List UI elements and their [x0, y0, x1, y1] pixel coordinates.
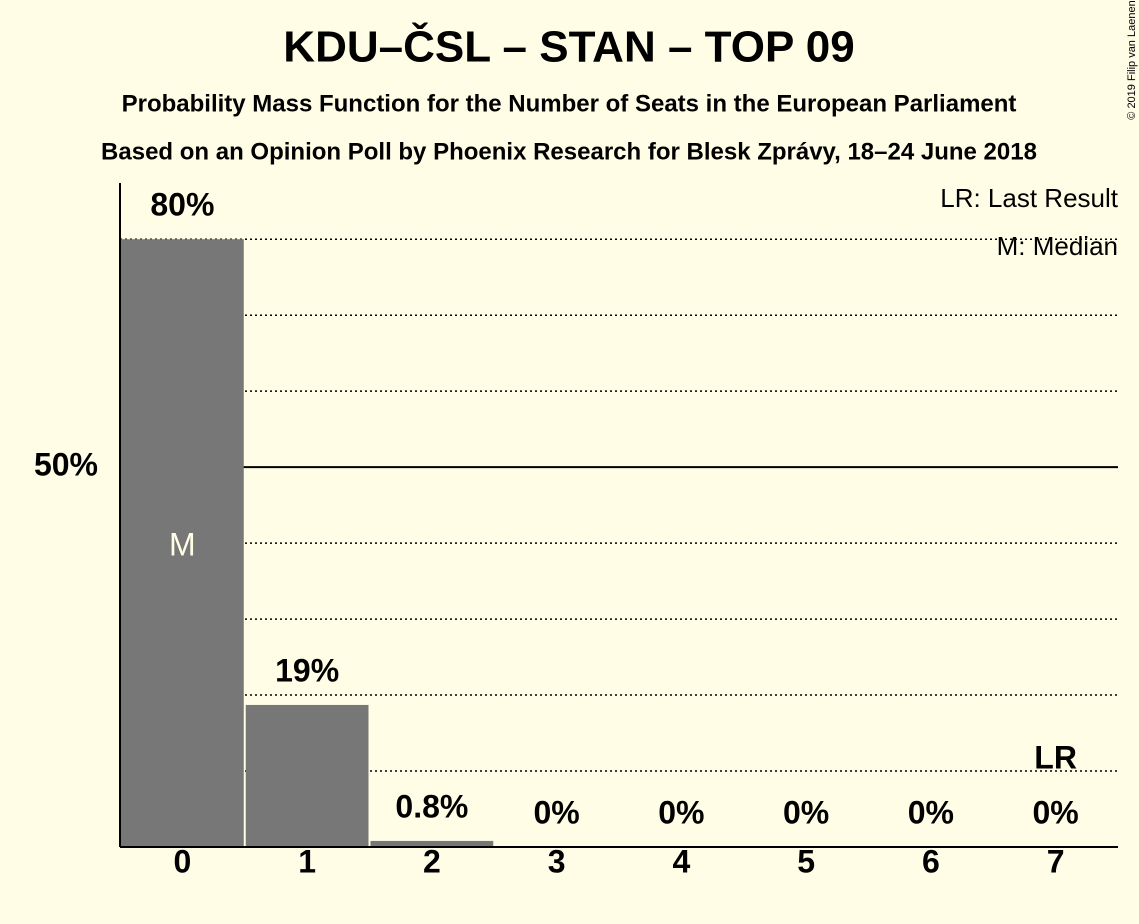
value-label: 0% [658, 794, 704, 830]
x-tick-label: 2 [423, 843, 441, 879]
x-tick-label: 4 [672, 843, 690, 879]
value-label: 0% [1033, 794, 1079, 830]
last-result-marker: LR [1034, 739, 1077, 775]
x-tick-label: 7 [1047, 843, 1065, 879]
chart-title: KDU–ČSL – STAN – TOP 09 [283, 21, 854, 72]
x-tick-label: 1 [298, 843, 316, 879]
value-label: 0.8% [395, 788, 468, 824]
x-tick-label: 5 [797, 843, 815, 879]
value-label: 80% [150, 187, 214, 223]
chart-subtitle: Probability Mass Function for the Number… [122, 90, 1017, 117]
bar [245, 704, 369, 847]
bar [121, 239, 244, 848]
median-marker: M [169, 526, 196, 562]
value-label: 0% [783, 794, 829, 830]
legend-entry: LR: Last Result [940, 183, 1119, 213]
bar [370, 840, 494, 847]
value-label: 0% [534, 794, 580, 830]
x-tick-label: 3 [548, 843, 566, 879]
x-tick-label: 6 [922, 843, 940, 879]
copyright: © 2019 Filip van Laenen [1126, 0, 1138, 119]
value-label: 0% [908, 794, 954, 830]
chart-subtitle: Based on an Opinion Poll by Phoenix Rese… [101, 138, 1037, 165]
legend-entry: M: Median [997, 231, 1118, 261]
y-tick-label: 50% [34, 447, 98, 483]
value-label: 19% [275, 652, 339, 688]
x-tick-label: 0 [173, 843, 191, 879]
